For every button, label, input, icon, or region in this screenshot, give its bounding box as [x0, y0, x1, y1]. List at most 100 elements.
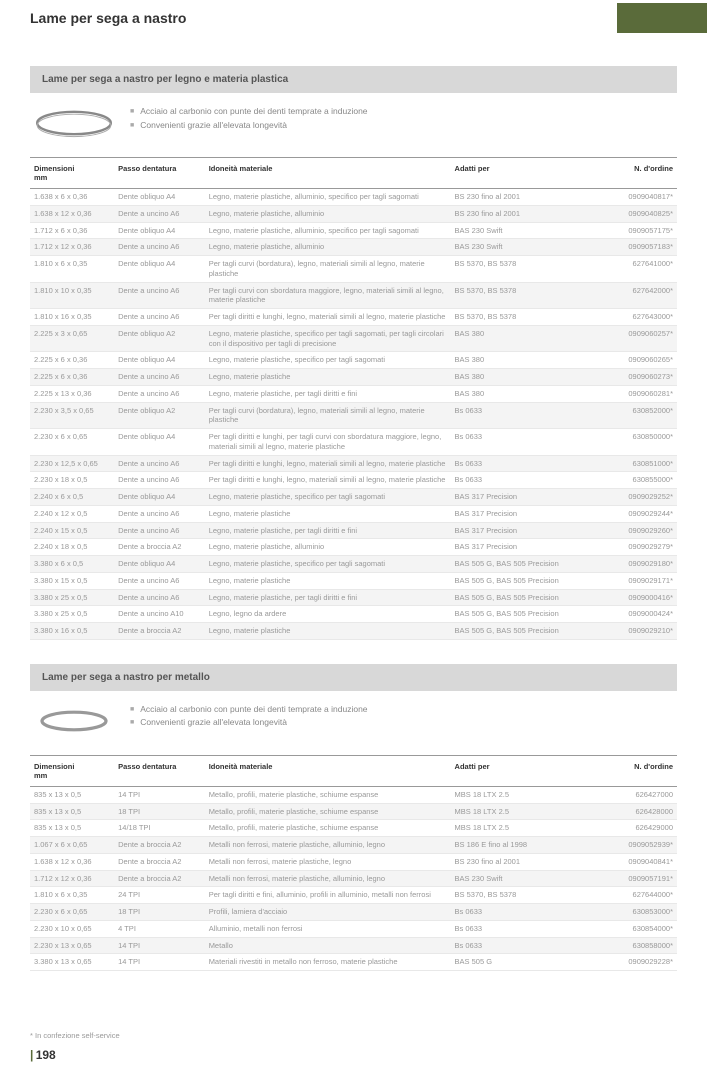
table-cell: 1.712 x 12 x 0,36	[30, 239, 114, 256]
table-cell: Legno, materie plastiche, alluminio, spe…	[205, 222, 451, 239]
table-cell: 1.638 x 12 x 0,36	[30, 205, 114, 222]
table-cell: BAS 230 Swift	[451, 870, 580, 887]
title-accent	[617, 3, 707, 33]
table-row: 1.638 x 6 x 0,36Dente obliquo A4Legno, m…	[30, 189, 677, 206]
table-cell: 0909029260*	[580, 522, 677, 539]
table-cell: 835 x 13 x 0,5	[30, 820, 114, 837]
table-cell: Legno, materie plastiche	[205, 369, 451, 386]
table-metal: DimensionimmPasso dentaturaIdoneità mate…	[30, 755, 677, 971]
table-cell: 0909040841*	[580, 853, 677, 870]
table-cell: BAS 230 Swift	[451, 222, 580, 239]
section2-header: Lame per sega a nastro per metallo	[30, 664, 677, 691]
table-cell: BAS 317 Precision	[451, 505, 580, 522]
table-cell: 835 x 13 x 0,5	[30, 803, 114, 820]
table-cell: Legno, materie plastiche, specifico per …	[205, 325, 451, 352]
table-cell: 627643000*	[580, 309, 677, 326]
table-cell: 2.225 x 13 x 0,36	[30, 385, 114, 402]
table-cell: 1.638 x 12 x 0,36	[30, 853, 114, 870]
table-row: 2.230 x 12,5 x 0,65Dente a uncino A6Per …	[30, 455, 677, 472]
table-cell: Per tagli curvi (bordatura), legno, mate…	[205, 402, 451, 429]
table-cell: 3.380 x 16 x 0,5	[30, 623, 114, 640]
table-cell: Dente obliquo A4	[114, 489, 205, 506]
table-cell: Dente obliquo A4	[114, 189, 205, 206]
table-cell: Metallo, profili, materie plastiche, sch…	[205, 786, 451, 803]
table-cell: Per tagli diritti e lunghi, per tagli cu…	[205, 429, 451, 456]
table-cell: 14/18 TPI	[114, 820, 205, 837]
table-row: 835 x 13 x 0,514/18 TPIMetallo, profili,…	[30, 820, 677, 837]
table-cell: Dente a uncino A6	[114, 385, 205, 402]
table-cell: Metallo, profili, materie plastiche, sch…	[205, 820, 451, 837]
table-cell: 630854000*	[580, 920, 677, 937]
table-cell: 630851000*	[580, 455, 677, 472]
table-cell: Metalli non ferrosi, materie plastiche, …	[205, 853, 451, 870]
table-cell: 1.810 x 10 x 0,35	[30, 282, 114, 309]
table-cell: Bs 0633	[451, 937, 580, 954]
table-cell: 2.230 x 18 x 0,5	[30, 472, 114, 489]
table-cell: Per tagli curvi con sbordatura maggiore,…	[205, 282, 451, 309]
table-cell: Legno, materie plastiche, alluminio	[205, 239, 451, 256]
table-cell: 1.712 x 12 x 0,36	[30, 870, 114, 887]
table-cell: 0909057175*	[580, 222, 677, 239]
table-cell: 0909057183*	[580, 239, 677, 256]
page-title: Lame per sega a nastro	[0, 0, 617, 36]
table-cell: Metallo	[205, 937, 451, 954]
column-header: Passo dentatura	[114, 755, 205, 786]
table-cell: 2.240 x 15 x 0,5	[30, 522, 114, 539]
table-cell: 1.810 x 6 x 0,35	[30, 256, 114, 283]
table-cell: 2.230 x 6 x 0,65	[30, 429, 114, 456]
table-row: 2.225 x 3 x 0,65Dente obliquo A2Legno, m…	[30, 325, 677, 352]
table-cell: Bs 0633	[451, 429, 580, 456]
table-row: 835 x 13 x 0,518 TPIMetallo, profili, ma…	[30, 803, 677, 820]
table-cell: 1.638 x 6 x 0,36	[30, 189, 114, 206]
table-row: 835 x 13 x 0,514 TPIMetallo, profili, ma…	[30, 786, 677, 803]
table-row: 2.230 x 18 x 0,5Dente a uncino A6Per tag…	[30, 472, 677, 489]
table-cell: BAS 380	[451, 369, 580, 386]
table-row: 1.712 x 12 x 0,36Dente a broccia A2Metal…	[30, 870, 677, 887]
table-row: 1.810 x 6 x 0,35Dente obliquo A4Per tagl…	[30, 256, 677, 283]
table-row: 2.230 x 13 x 0,6514 TPIMetalloBs 0633630…	[30, 937, 677, 954]
table-cell: Dente obliquo A4	[114, 556, 205, 573]
table-cell: BAS 317 Precision	[451, 522, 580, 539]
table-row: 1.810 x 6 x 0,3524 TPIPer tagli diritti …	[30, 887, 677, 904]
table-row: 2.225 x 6 x 0,36Dente a uncino A6Legno, …	[30, 369, 677, 386]
table-row: 2.240 x 12 x 0,5Dente a uncino A6Legno, …	[30, 505, 677, 522]
table-cell: Dente a broccia A2	[114, 539, 205, 556]
table-cell: Bs 0633	[451, 472, 580, 489]
table-cell: BAS 505 G, BAS 505 Precision	[451, 623, 580, 640]
page-number: | 198	[30, 1048, 677, 1062]
table-cell: Metallo, profili, materie plastiche, sch…	[205, 803, 451, 820]
table-cell: Per tagli diritti e lunghi, legno, mater…	[205, 472, 451, 489]
table-cell: 3.380 x 6 x 0,5	[30, 556, 114, 573]
table-cell: Bs 0633	[451, 920, 580, 937]
table-row: 2.240 x 18 x 0,5Dente a broccia A2Legno,…	[30, 539, 677, 556]
column-header: Adatti per	[451, 755, 580, 786]
column-header: Idoneità materiale	[205, 158, 451, 189]
table-cell: BAS 230 Swift	[451, 239, 580, 256]
footnote: * In confezione self-service	[30, 1031, 677, 1040]
table-cell: 3.380 x 15 x 0,5	[30, 572, 114, 589]
table-cell: 0909060273*	[580, 369, 677, 386]
table-cell: Per tagli diritti e fini, alluminio, pro…	[205, 887, 451, 904]
table-cell: BAS 317 Precision	[451, 539, 580, 556]
table-row: 1.067 x 6 x 0,65Dente a broccia A2Metall…	[30, 837, 677, 854]
table-cell: 2.230 x 13 x 0,65	[30, 937, 114, 954]
table-cell: 0909029180*	[580, 556, 677, 573]
table-cell: Legno, materie plastiche, per tagli diri…	[205, 522, 451, 539]
table-cell: 2.230 x 12,5 x 0,65	[30, 455, 114, 472]
table-row: 3.380 x 15 x 0,5Dente a uncino A6Legno, …	[30, 572, 677, 589]
table-row: 1.810 x 16 x 0,35Dente a uncino A6Per ta…	[30, 309, 677, 326]
table-cell: 0909057191*	[580, 870, 677, 887]
table-cell: Dente obliquo A4	[114, 256, 205, 283]
table-cell: Per tagli curvi (bordatura), legno, mate…	[205, 256, 451, 283]
table-cell: Dente a uncino A6	[114, 282, 205, 309]
table-cell: Legno, materie plastiche, specifico per …	[205, 489, 451, 506]
table-cell: 1.712 x 6 x 0,36	[30, 222, 114, 239]
section1-header: Lame per sega a nastro per legno e mater…	[30, 66, 677, 93]
column-header: Dimensionimm	[30, 158, 114, 189]
table-cell: 2.230 x 10 x 0,65	[30, 920, 114, 937]
table-cell: 2.225 x 3 x 0,65	[30, 325, 114, 352]
table-cell: Bs 0633	[451, 455, 580, 472]
table-cell: 0909000416*	[580, 589, 677, 606]
table-cell: 630852000*	[580, 402, 677, 429]
table-cell: 627642000*	[580, 282, 677, 309]
